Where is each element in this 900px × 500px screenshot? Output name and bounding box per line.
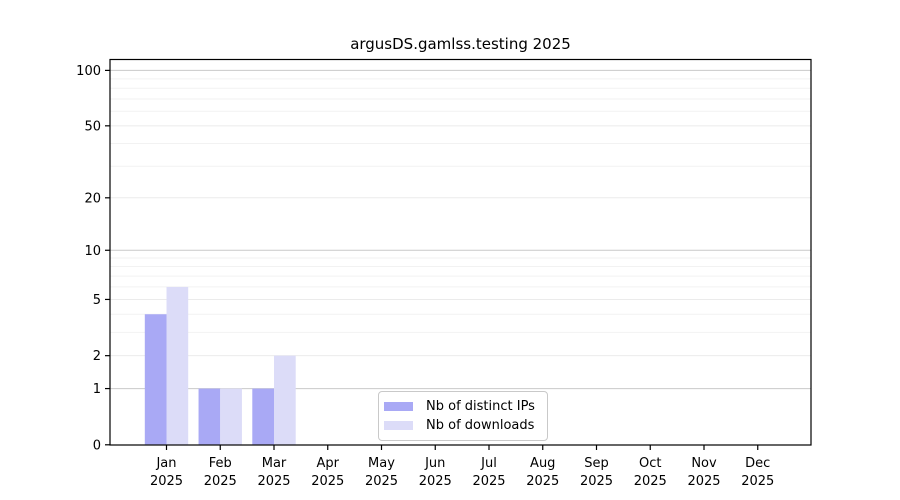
x-tick-label-month: Nov	[691, 456, 717, 471]
y-tick-label: 20	[84, 191, 101, 206]
x-tick-label-month: Feb	[209, 456, 232, 471]
y-tick-label: 5	[93, 293, 101, 308]
x-tick-label-month: Mar	[262, 456, 287, 471]
x-tick-label-year: 2025	[526, 474, 559, 489]
x-tick-label-year: 2025	[365, 474, 398, 489]
legend-swatch-downloads-icon	[384, 421, 413, 430]
y-tick-label: 1	[93, 382, 101, 397]
x-tick-label-month: Jul	[480, 456, 497, 471]
x-tick-label-month: Jan	[155, 456, 176, 471]
x-tick-label-month: Oct	[639, 456, 661, 471]
legend: Nb of distinct IPs Nb of downloads	[378, 391, 548, 441]
x-tick-label-month: Dec	[745, 456, 770, 471]
bar-downloads-jan	[166, 286, 189, 445]
y-tick-label: 10	[84, 244, 101, 259]
x-tick-label-year: 2025	[419, 474, 452, 489]
x-tick-label-month: May	[368, 456, 395, 471]
chart-title: argusDS.gamlss.testing 2025	[350, 35, 571, 53]
x-tick-label-year: 2025	[687, 474, 720, 489]
x-tick-label-year: 2025	[580, 474, 613, 489]
y-tick-label: 2	[93, 349, 101, 364]
y-tick-label: 50	[84, 119, 101, 134]
x-tick-label-year: 2025	[150, 474, 183, 489]
legend-label-downloads: Nb of downloads	[426, 418, 535, 433]
bar-downloads-mar	[274, 355, 296, 445]
legend-swatch-distinct-ips-icon	[384, 402, 413, 411]
x-tick-label-month: Sep	[584, 456, 609, 471]
legend-item-distinct-ips: Nb of distinct IPs	[384, 397, 535, 416]
plot-border	[109, 58, 812, 446]
x-tick-label-month: Jun	[424, 456, 445, 471]
x-tick-label-year: 2025	[257, 474, 290, 489]
bar-distinct-ips-jan	[144, 314, 167, 445]
x-tick-label-year: 2025	[741, 474, 774, 489]
y-tick-label: 0	[93, 438, 101, 453]
x-tick-label-year: 2025	[472, 474, 505, 489]
bar-distinct-ips-mar	[252, 388, 274, 445]
x-tick-label-year: 2025	[634, 474, 667, 489]
legend-item-downloads: Nb of downloads	[384, 416, 535, 435]
x-tick-label-year: 2025	[204, 474, 237, 489]
legend-label-distinct-ips: Nb of distinct IPs	[426, 399, 535, 414]
y-tick-label: 100	[76, 64, 101, 79]
bar-downloads-feb	[220, 388, 242, 445]
x-tick-label-year: 2025	[311, 474, 344, 489]
x-tick-label-month: Apr	[317, 456, 340, 471]
bar-distinct-ips-feb	[198, 388, 221, 445]
x-tick-label-month: Aug	[530, 456, 555, 471]
